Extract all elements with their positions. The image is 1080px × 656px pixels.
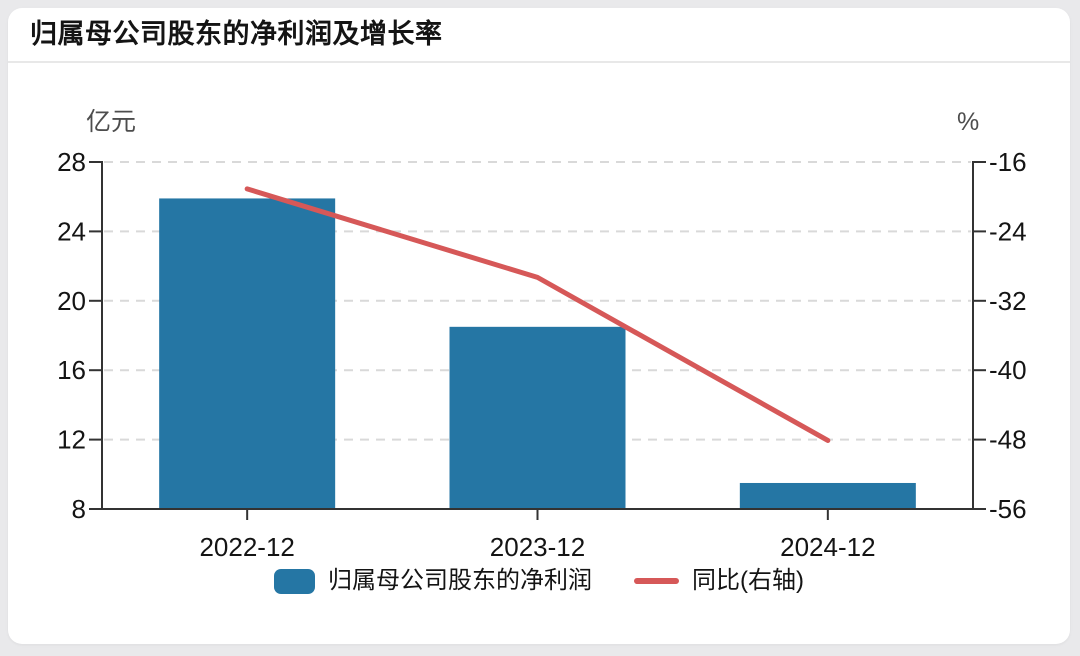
legend-item-yoy: 同比(右轴): [634, 566, 804, 596]
bar-2024-12: [739, 482, 916, 509]
right-axis-tick-label: -24: [989, 216, 1027, 246]
left-axis-unit-label: 亿元: [86, 108, 137, 136]
legend-label-net-profit: 归属母公司股东的净利润: [328, 567, 592, 594]
left-axis-tick-label: 8: [72, 494, 86, 524]
left-axis-tick-label: 12: [57, 425, 86, 455]
title-separator: [8, 61, 1070, 63]
x-axis-tick-label: 2024-12: [780, 532, 875, 562]
chart-legend: 归属母公司股东的净利润 同比(右轴): [8, 566, 1070, 596]
x-axis-tick-label: 2023-12: [490, 532, 585, 562]
right-axis-unit-label: %: [957, 108, 980, 136]
right-axis-tick-label: -40: [989, 355, 1027, 385]
line-series-swatch-icon: [634, 578, 679, 584]
left-axis-tick-label: 24: [57, 216, 86, 246]
left-axis-tick-label: 20: [57, 286, 86, 316]
right-axis-tick-label: -48: [989, 425, 1027, 455]
legend-item-net-profit: 归属母公司股东的净利润: [274, 566, 592, 596]
x-axis-tick-label: 2022-12: [199, 532, 294, 562]
bar-series-swatch-icon: [274, 568, 315, 594]
left-axis-tick-label: 16: [57, 355, 86, 385]
bar-2022-12: [159, 198, 336, 509]
trend-line: [244, 186, 831, 443]
right-axis-tick-label: -16: [989, 147, 1027, 177]
legend-label-yoy: 同比(右轴): [692, 567, 804, 594]
page-title: 归属母公司股东的净利润及增长率: [30, 19, 443, 49]
left-axis-tick-label: 28: [57, 147, 86, 177]
right-axis-tick-label: -32: [989, 286, 1027, 316]
bar-2023-12: [449, 326, 626, 509]
right-axis-tick-label: -56: [989, 494, 1027, 524]
